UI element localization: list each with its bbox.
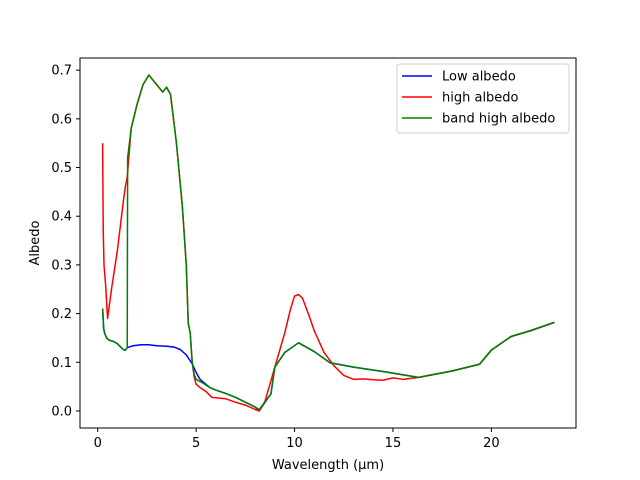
- x-axis-ticks: 0 5 10 15 20: [94, 428, 500, 451]
- x-tick-label-2: 10: [286, 436, 303, 451]
- y-tick-label-4: 0.4: [51, 210, 72, 225]
- y-axis-ticks: 0.0 0.1 0.2 0.3 0.4 0.5 0.6 0.7: [51, 64, 80, 419]
- x-tick-label-4: 20: [483, 436, 500, 451]
- series-line-0: [101, 308, 555, 412]
- legend: Low albedo high albedo band high albedo: [396, 63, 570, 134]
- y-tick-label-3: 0.3: [51, 258, 72, 273]
- y-tick-label-2: 0.2: [51, 307, 72, 322]
- legend-label-0: Low albedo: [442, 70, 516, 85]
- series-layer: [101, 74, 555, 412]
- y-tick-label-0: 0.0: [51, 404, 72, 419]
- plot-frame: [79, 57, 577, 429]
- legend-label-1: high albedo: [442, 91, 519, 106]
- legend-box: [396, 63, 570, 134]
- x-tick-label-1: 5: [192, 436, 200, 451]
- y-tick-label-6: 0.6: [51, 112, 72, 127]
- x-tick-label-3: 15: [385, 436, 402, 451]
- y-tick-label-5: 0.5: [51, 161, 72, 176]
- y-tick-label-1: 0.1: [51, 356, 72, 371]
- y-tick-label-7: 0.7: [51, 64, 72, 79]
- x-axis-label: Wavelength (μm): [272, 458, 384, 473]
- legend-label-2: band high albedo: [442, 112, 555, 127]
- y-axis-label: Albedo: [28, 220, 43, 265]
- x-tick-label-0: 0: [94, 436, 102, 451]
- series-line-2: [101, 74, 555, 411]
